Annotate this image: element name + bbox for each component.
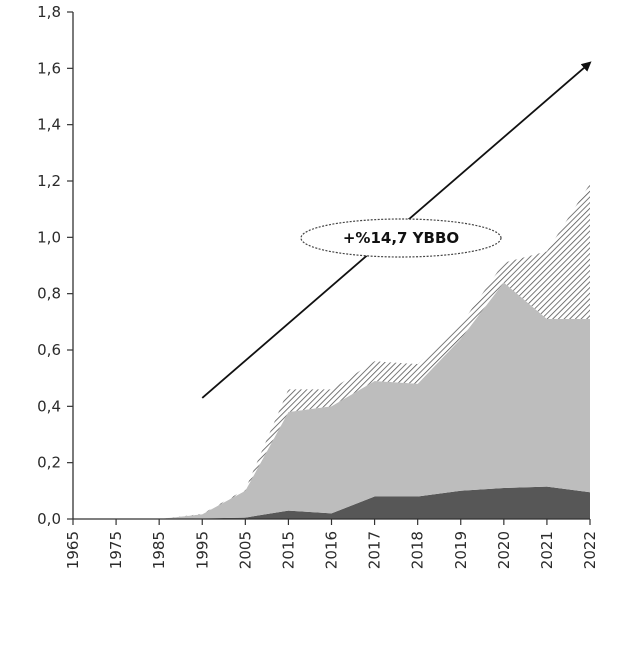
- y-tick-label: 0,8: [37, 285, 61, 303]
- x-tick-label: 2022: [581, 531, 599, 569]
- x-tick-label: 2019: [452, 531, 470, 569]
- area-layers: [73, 183, 590, 520]
- x-tick-label: 2020: [495, 531, 513, 569]
- growth-annotation: +%14,7 YBBO: [201, 61, 592, 399]
- x-tick-label: 2016: [323, 531, 341, 569]
- y-tick-label: 0,0: [37, 510, 61, 528]
- area-series-2: [73, 282, 590, 519]
- x-tick-label: 1975: [107, 531, 125, 569]
- x-tick-label: 2021: [538, 531, 556, 569]
- x-tick-label: 2017: [366, 531, 384, 569]
- y-tick-label: 0,6: [37, 341, 61, 359]
- axes: 0,0 0,2 0,4 0,6 0,8 1,0 1,2 1,4 1,6 1,8 1965 1975 19…: [37, 3, 599, 569]
- x-tick-label: 1995: [193, 531, 211, 569]
- x-tick-label: 1965: [64, 531, 82, 569]
- x-tick-label: 1985: [150, 531, 168, 569]
- y-tick-label: 0,4: [37, 397, 61, 415]
- annotation-ellipse: [300, 218, 502, 258]
- y-tick-label: 0,2: [37, 454, 61, 472]
- y-tick-label: 1,0: [37, 228, 61, 246]
- x-tick-label: 2015: [279, 531, 297, 569]
- y-tick-label: 1,4: [37, 116, 61, 134]
- annotation-label: +%14,7 YBBO: [343, 229, 459, 247]
- y-tick-label: 1,8: [37, 3, 61, 21]
- x-tick-label: 2005: [236, 531, 254, 569]
- area-series-1: [73, 486, 590, 519]
- x-tick-label: 2018: [409, 531, 427, 569]
- y-tick-label: 1,2: [37, 172, 61, 190]
- y-tick-label: 1,6: [37, 59, 61, 77]
